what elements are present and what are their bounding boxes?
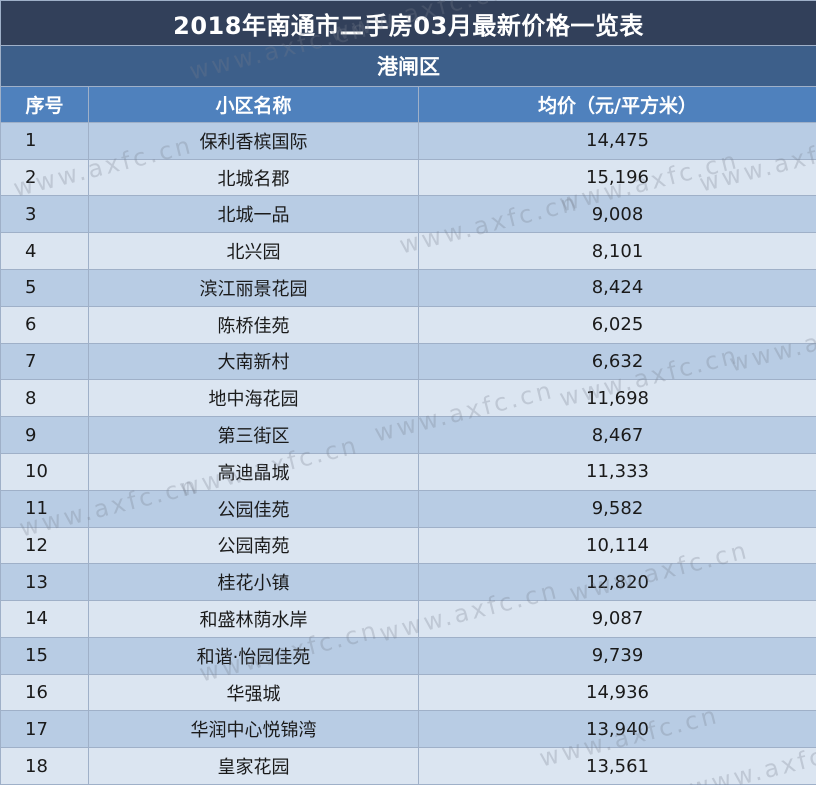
community-name-cell: 皇家花园 bbox=[88, 747, 419, 785]
table-row: 14 和盛林荫水岸 9,087 bbox=[0, 600, 816, 638]
community-name-cell: 北城一品 bbox=[88, 195, 419, 234]
average-price-cell: 13,940 bbox=[418, 710, 816, 749]
average-price-cell: 6,632 bbox=[418, 342, 816, 381]
table-row: 1 保利香槟国际 14,475 bbox=[0, 121, 816, 160]
average-price-cell: 14,475 bbox=[418, 121, 816, 160]
row-index-cell: 3 bbox=[0, 195, 89, 234]
table-row: 9 第三街区 8,467 bbox=[0, 416, 816, 454]
community-name-cell: 和盛林荫水岸 bbox=[88, 600, 419, 638]
table-row: 6 陈桥佳苑 6,025 bbox=[0, 305, 816, 344]
average-price-cell: 8,424 bbox=[418, 269, 816, 307]
community-name-cell: 滨江丽景花园 bbox=[88, 269, 419, 307]
community-name-cell: 和谐·怡园佳苑 bbox=[88, 636, 419, 675]
table-row: 7 大南新村 6,632 bbox=[0, 342, 816, 381]
average-price-cell: 11,698 bbox=[418, 379, 816, 418]
column-header-index: 序号 bbox=[0, 85, 89, 123]
table-row: 3 北城一品 9,008 bbox=[0, 195, 816, 234]
table-row: 4 北兴园 8,101 bbox=[0, 232, 816, 271]
header-row: 序号 小区名称 均价（元/平方米） bbox=[0, 85, 816, 123]
community-name-cell: 陈桥佳苑 bbox=[88, 305, 419, 344]
community-name-cell: 保利香槟国际 bbox=[88, 121, 419, 160]
row-index-cell: 16 bbox=[0, 673, 89, 712]
row-index-cell: 5 bbox=[0, 269, 89, 307]
average-price-cell: 9,008 bbox=[418, 195, 816, 234]
table-row: 11 公园佳苑 9,582 bbox=[0, 489, 816, 528]
community-name-cell: 地中海花园 bbox=[88, 379, 419, 418]
average-price-cell: 15,196 bbox=[418, 158, 816, 197]
table-row: 16 华强城 14,936 bbox=[0, 673, 816, 712]
community-name-cell: 华润中心悦锦湾 bbox=[88, 710, 419, 749]
average-price-cell: 8,467 bbox=[418, 416, 816, 454]
average-price-cell: 13,561 bbox=[418, 747, 816, 785]
average-price-cell: 14,936 bbox=[418, 673, 816, 712]
average-price-cell: 12,820 bbox=[418, 563, 816, 602]
row-index-cell: 11 bbox=[0, 489, 89, 528]
table-row: 8 地中海花园 11,698 bbox=[0, 379, 816, 418]
average-price-cell: 9,582 bbox=[418, 489, 816, 528]
average-price-cell: 9,739 bbox=[418, 636, 816, 675]
row-index-cell: 18 bbox=[0, 747, 89, 785]
row-index-cell: 6 bbox=[0, 305, 89, 344]
row-index-cell: 2 bbox=[0, 158, 89, 197]
row-index-cell: 7 bbox=[0, 342, 89, 381]
community-name-cell: 华强城 bbox=[88, 673, 419, 712]
row-index-cell: 17 bbox=[0, 710, 89, 749]
community-name-cell: 第三街区 bbox=[88, 416, 419, 454]
row-index-cell: 9 bbox=[0, 416, 89, 454]
title-row: 2018年南通市二手房03月最新价格一览表 bbox=[0, 0, 816, 47]
row-index-cell: 15 bbox=[0, 636, 89, 675]
column-header-price: 均价（元/平方米） bbox=[418, 85, 816, 123]
district-label: 港闸区 bbox=[0, 45, 816, 87]
community-name-cell: 公园佳苑 bbox=[88, 489, 419, 528]
community-name-cell: 公园南苑 bbox=[88, 526, 419, 565]
table-row: 13 桂花小镇 12,820 bbox=[0, 563, 816, 602]
table-row: 18 皇家花园 13,561 bbox=[0, 747, 816, 785]
community-name-cell: 高迪晶城 bbox=[88, 452, 419, 491]
table-row: 5 滨江丽景花园 8,424 bbox=[0, 269, 816, 307]
table-row: 10 高迪晶城 11,333 bbox=[0, 452, 816, 491]
row-index-cell: 14 bbox=[0, 600, 89, 638]
table-row: 15 和谐·怡园佳苑 9,739 bbox=[0, 636, 816, 675]
table-row: 2 北城名郡 15,196 bbox=[0, 158, 816, 197]
community-name-cell: 北兴园 bbox=[88, 232, 419, 271]
average-price-cell: 6,025 bbox=[418, 305, 816, 344]
column-header-name: 小区名称 bbox=[88, 85, 419, 123]
row-index-cell: 4 bbox=[0, 232, 89, 271]
row-index-cell: 13 bbox=[0, 563, 89, 602]
average-price-cell: 9,087 bbox=[418, 600, 816, 638]
community-name-cell: 大南新村 bbox=[88, 342, 419, 381]
row-index-cell: 12 bbox=[0, 526, 89, 565]
average-price-cell: 11,333 bbox=[418, 452, 816, 491]
table-title: 2018年南通市二手房03月最新价格一览表 bbox=[0, 0, 816, 47]
average-price-cell: 10,114 bbox=[418, 526, 816, 565]
table-row: 17 华润中心悦锦湾 13,940 bbox=[0, 710, 816, 749]
table-row: 12 公园南苑 10,114 bbox=[0, 526, 816, 565]
row-index-cell: 10 bbox=[0, 452, 89, 491]
community-name-cell: 桂花小镇 bbox=[88, 563, 419, 602]
average-price-cell: 8,101 bbox=[418, 232, 816, 271]
row-index-cell: 1 bbox=[0, 121, 89, 160]
community-name-cell: 北城名郡 bbox=[88, 158, 419, 197]
district-row: 港闸区 bbox=[0, 45, 816, 87]
row-index-cell: 8 bbox=[0, 379, 89, 418]
